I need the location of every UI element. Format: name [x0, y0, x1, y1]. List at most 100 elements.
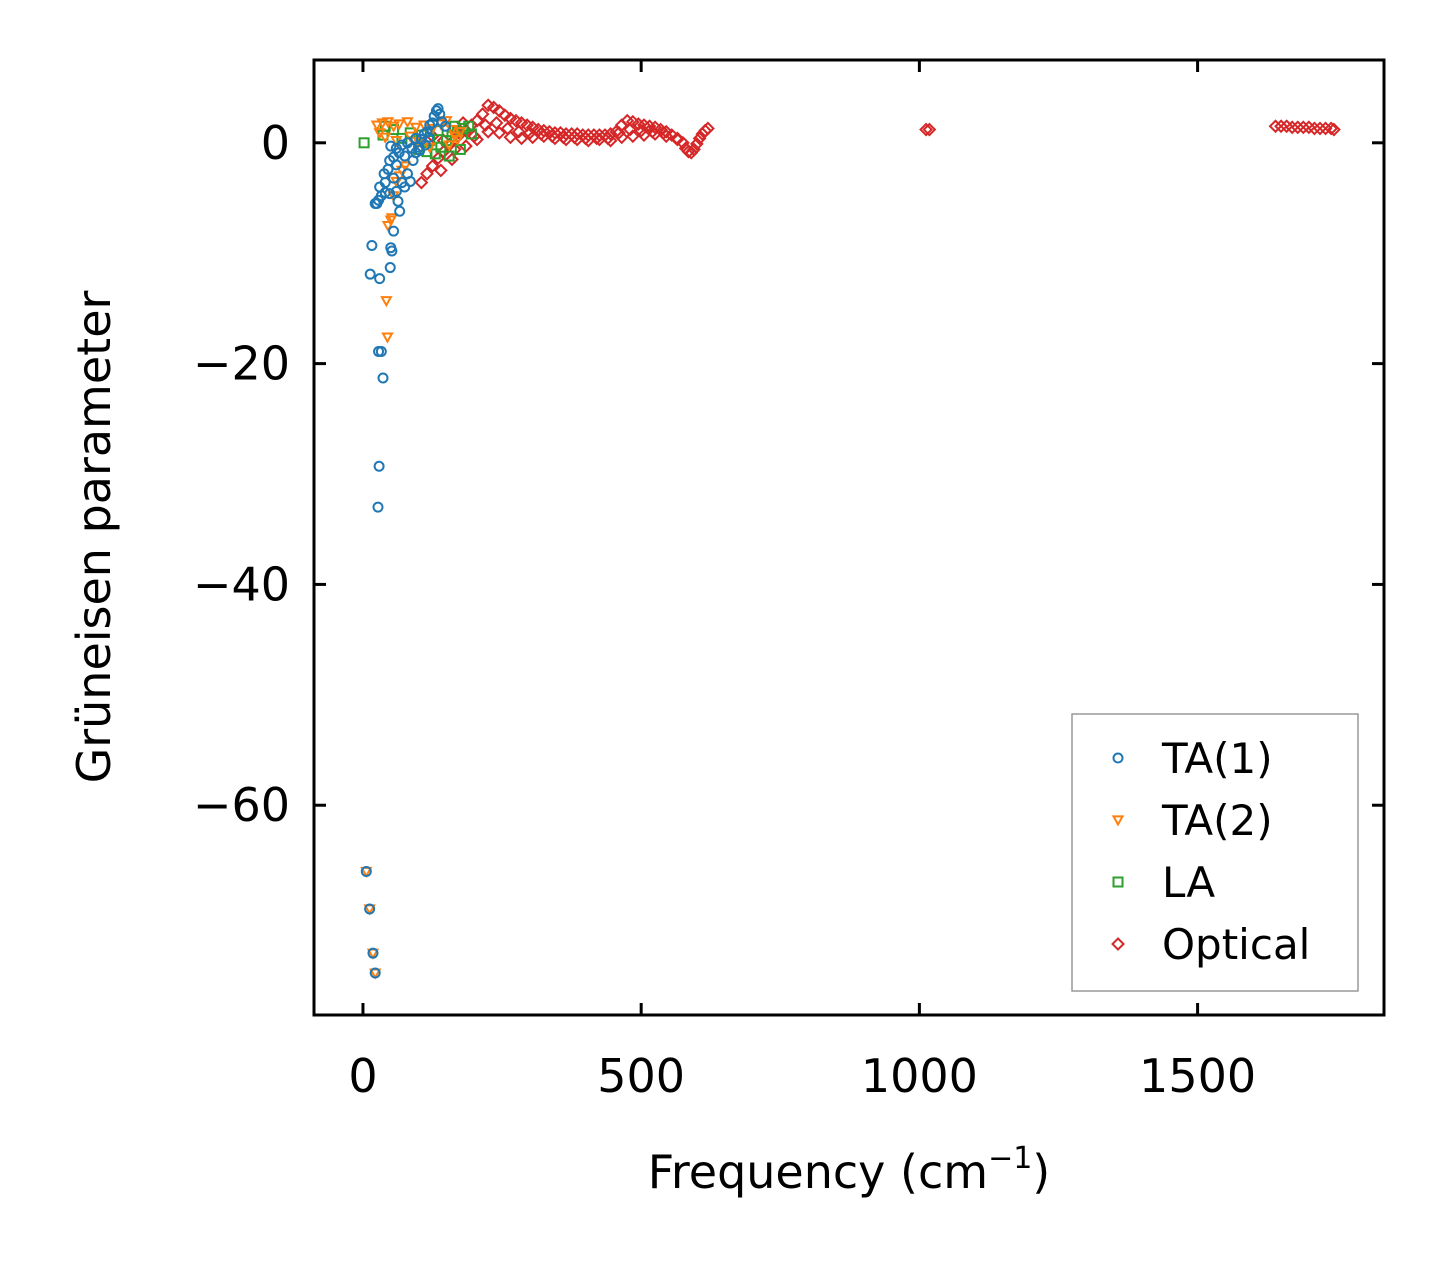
- point-optical: [522, 125, 537, 140]
- point-optical: [425, 159, 440, 173]
- point-ta-1: [394, 205, 406, 217]
- point-optical: [478, 118, 493, 133]
- point-optical: [675, 135, 690, 150]
- point-ta-2: [454, 127, 467, 139]
- point-ta-1: [367, 947, 379, 959]
- legend-marker-la: [1112, 876, 1124, 888]
- point-optical: [701, 121, 715, 136]
- plot-frame: [312, 58, 1386, 1017]
- x-tick-label: 1000: [861, 1049, 978, 1103]
- point-ta-2: [376, 118, 389, 130]
- legend-label-ta-2: TA(2): [1161, 796, 1273, 845]
- point-ta-2: [451, 134, 464, 147]
- point-optical: [612, 125, 626, 140]
- x-axis-ticks: 0 500 1000 1500: [348, 60, 1256, 1103]
- y-tick-label: −20: [193, 337, 290, 391]
- point-optical: [670, 132, 685, 147]
- x-tick-label: 500: [597, 1049, 685, 1103]
- point-optical: [1285, 120, 1300, 135]
- point-optical: [492, 125, 507, 140]
- series-ta-1: [360, 103, 451, 979]
- plot-area: [312, 58, 1386, 1017]
- point-ta-1: [366, 239, 378, 251]
- point-ta-1: [430, 105, 442, 117]
- point-optical: [645, 124, 660, 139]
- point-ta-1: [419, 139, 431, 151]
- legend-marker-ta-1: [1112, 752, 1124, 764]
- y-axis-ticks: 0 −20 −40 −60: [193, 116, 1384, 832]
- point-ta-2: [399, 161, 412, 173]
- point-optical: [600, 131, 615, 146]
- point-optical: [1290, 120, 1305, 135]
- point-optical: [659, 124, 674, 139]
- legend-marker-optical: [1111, 937, 1125, 951]
- data-marks: [358, 98, 1341, 980]
- point-optical: [1296, 120, 1311, 135]
- point-ta-1: [375, 345, 387, 357]
- point-la: [463, 120, 475, 132]
- point-ta-1: [421, 126, 433, 138]
- point-optical: [414, 175, 429, 190]
- legend-label-optical: Optical: [1162, 920, 1310, 969]
- y-tick-label: −60: [193, 778, 290, 832]
- point-optical: [433, 163, 448, 178]
- point-optical: [556, 130, 571, 145]
- point-optical: [589, 131, 604, 146]
- point-ta-1: [373, 460, 385, 472]
- point-ta-1: [406, 142, 418, 154]
- point-ta-2: [385, 213, 399, 225]
- point-ta-1: [384, 188, 396, 200]
- point-ta-1: [385, 140, 397, 152]
- point-ta-1: [388, 172, 400, 184]
- point-ta-1: [386, 245, 398, 257]
- point-ta-1: [396, 139, 408, 151]
- point-optical: [623, 122, 637, 137]
- legend-label-la: LA: [1162, 858, 1215, 907]
- point-ta-1: [364, 903, 376, 915]
- point-optical: [489, 116, 504, 130]
- point-ta-2: [392, 119, 406, 131]
- point-optical: [1274, 119, 1288, 134]
- point-optical: [509, 113, 523, 128]
- point-ta-1: [372, 501, 384, 513]
- point-optical: [497, 108, 512, 123]
- point-optical: [1307, 121, 1322, 136]
- legend: TA(1) TA(2) LA Optical: [1071, 713, 1359, 992]
- x-axis-label: Frequency (cm−1): [648, 1141, 1051, 1199]
- point-optical: [1327, 122, 1341, 137]
- y-tick-label: −40: [193, 557, 290, 611]
- point-ta-1: [432, 103, 444, 115]
- point-optical: [475, 107, 490, 122]
- point-ta-1: [364, 268, 376, 280]
- point-ta-2: [381, 332, 394, 344]
- point-optical: [511, 124, 526, 139]
- point-optical: [922, 122, 937, 137]
- point-optical: [445, 152, 459, 167]
- point-la: [454, 143, 466, 155]
- point-ta-1: [390, 142, 402, 154]
- y-axis-label: Grüneisen parameter: [67, 290, 121, 783]
- point-la: [465, 128, 477, 140]
- legend-frame: [1071, 713, 1359, 992]
- point-ta-1: [404, 175, 416, 187]
- point-optical: [458, 139, 473, 154]
- point-la: [429, 148, 441, 160]
- point-optical: [656, 125, 671, 140]
- point-ta-1: [388, 225, 400, 237]
- x-tick-label: 1500: [1139, 1049, 1256, 1103]
- point-optical: [684, 145, 699, 160]
- point-ta-1: [439, 120, 451, 132]
- point-optical: [545, 129, 560, 144]
- point-optical: [681, 144, 696, 159]
- point-ta-2: [380, 296, 393, 308]
- point-ta-2: [445, 124, 459, 137]
- point-optical: [1324, 121, 1339, 136]
- legend-label-ta-1: TA(1): [1161, 734, 1273, 783]
- point-optical: [692, 131, 707, 146]
- point-ta-1: [410, 132, 422, 144]
- point-optical: [467, 129, 482, 144]
- point-ta-1: [390, 185, 402, 197]
- point-ta-1: [399, 150, 411, 162]
- point-optical: [659, 129, 674, 144]
- point-optical: [614, 130, 629, 145]
